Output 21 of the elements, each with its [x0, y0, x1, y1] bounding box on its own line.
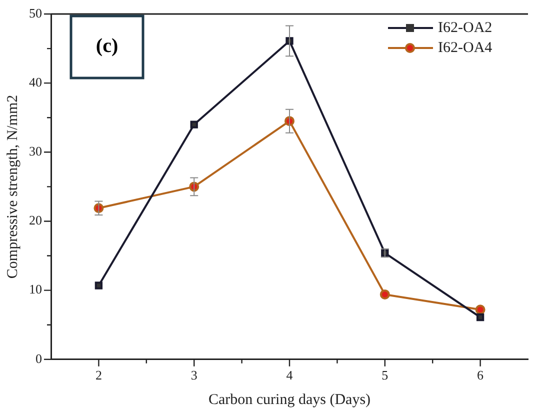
annotation: (c) [96, 35, 118, 58]
y-tick-label: 40 [29, 74, 42, 90]
y-tick-label: 20 [29, 212, 42, 228]
point [94, 282, 103, 290]
point [475, 304, 486, 315]
y-tick-label: 50 [29, 5, 42, 20]
x-tick-label: 2 [95, 368, 102, 383]
point [190, 120, 198, 128]
x-tick-label: 6 [477, 368, 484, 383]
y-tick-label: 0 [36, 350, 42, 366]
y-tick-label: 10 [29, 282, 42, 297]
point [380, 289, 390, 300]
x-tick-label: 4 [286, 368, 294, 383]
y-axis-title: Compressive strength, N/mm2 [4, 94, 21, 279]
legend-label: I62-OA2 [438, 20, 492, 36]
legend-label: I62-OA4 [438, 40, 493, 56]
x-axis-title: Carbon curing days (Days) [208, 392, 371, 408]
y-tick-label: 30 [29, 144, 42, 159]
x-tick-label: 3 [190, 368, 198, 383]
x-tick-label: 5 [382, 368, 388, 383]
point [476, 313, 484, 322]
